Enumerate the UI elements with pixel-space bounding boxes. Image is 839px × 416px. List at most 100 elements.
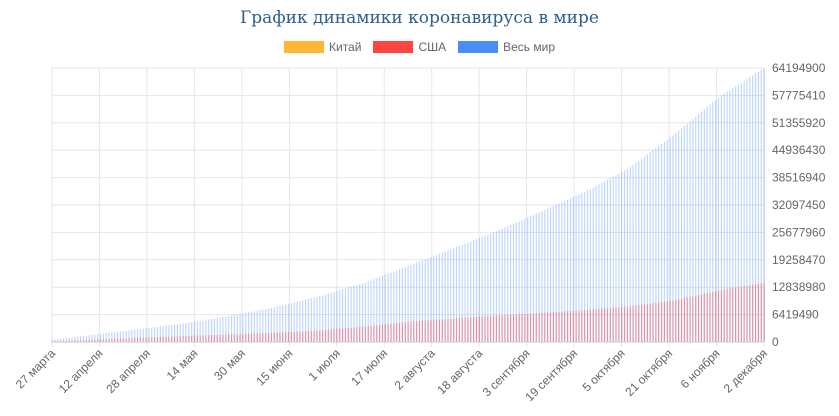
bar-usa bbox=[285, 332, 287, 342]
bar-usa bbox=[85, 340, 87, 342]
bar-usa bbox=[555, 311, 557, 342]
bar-world bbox=[171, 324, 173, 342]
bar-usa bbox=[421, 320, 423, 342]
bar-world bbox=[185, 323, 187, 342]
bar-world bbox=[108, 332, 110, 342]
bar-usa bbox=[604, 308, 606, 342]
bar-world bbox=[441, 252, 443, 342]
bar-world bbox=[111, 332, 113, 342]
bar-world bbox=[723, 93, 725, 342]
bar-usa bbox=[752, 284, 754, 342]
bar-world bbox=[202, 320, 204, 342]
bar-usa bbox=[518, 314, 520, 342]
bar-usa bbox=[453, 318, 455, 342]
bar-world bbox=[282, 305, 284, 342]
bar-world bbox=[376, 278, 378, 342]
bar-world bbox=[233, 315, 235, 342]
bar-usa bbox=[700, 294, 703, 342]
bar-usa bbox=[99, 339, 102, 342]
legend-item-china[interactable]: Китай bbox=[284, 40, 361, 54]
y-tick-label: 38516940 bbox=[772, 171, 826, 185]
bar-usa bbox=[290, 331, 292, 342]
bar-world bbox=[669, 137, 671, 342]
bar-world bbox=[649, 152, 651, 342]
bar-usa bbox=[655, 302, 657, 342]
legend-item-usa[interactable]: США bbox=[373, 40, 446, 54]
bar-usa bbox=[484, 316, 486, 342]
bar-usa bbox=[270, 332, 272, 342]
bar-usa bbox=[615, 307, 617, 342]
bar-world bbox=[535, 213, 537, 342]
bar-usa bbox=[82, 340, 85, 342]
bar-world bbox=[481, 236, 483, 342]
bar-world bbox=[168, 325, 170, 342]
bar-usa bbox=[296, 331, 298, 342]
bar-world bbox=[344, 288, 347, 342]
bar-world bbox=[165, 325, 167, 342]
bar-world bbox=[515, 222, 517, 342]
bar-world bbox=[510, 225, 512, 342]
bar-usa bbox=[136, 337, 139, 342]
bar-world bbox=[134, 329, 136, 342]
bar-world bbox=[239, 314, 241, 342]
bar-usa bbox=[566, 311, 569, 342]
bar-usa bbox=[230, 334, 233, 342]
bar-usa bbox=[302, 331, 304, 342]
bar-usa bbox=[501, 315, 503, 342]
bar-world bbox=[524, 218, 526, 342]
bar-world bbox=[188, 322, 190, 342]
bar-world bbox=[558, 203, 560, 342]
bar-world bbox=[433, 255, 435, 342]
bar-usa bbox=[262, 333, 264, 342]
x-tick-label: 28 апреля bbox=[103, 346, 153, 396]
bar-world bbox=[726, 91, 728, 342]
bar-usa bbox=[444, 319, 446, 342]
bar-usa bbox=[267, 332, 270, 342]
bar-usa bbox=[430, 320, 432, 342]
bar-world bbox=[572, 197, 574, 342]
bar-usa bbox=[182, 336, 184, 342]
x-tick-label: 15 июня bbox=[253, 346, 295, 388]
bar-usa bbox=[658, 302, 660, 342]
bar-world bbox=[416, 262, 418, 342]
bar-usa bbox=[692, 296, 694, 342]
bar-world bbox=[598, 184, 600, 342]
bar-world bbox=[384, 274, 386, 342]
x-tick-label: 2 августа bbox=[392, 346, 438, 392]
bar-usa bbox=[279, 332, 281, 342]
bar-world bbox=[313, 297, 315, 342]
bar-usa bbox=[589, 309, 591, 342]
bar-usa bbox=[638, 305, 640, 342]
bar-world bbox=[270, 308, 272, 342]
bar-usa bbox=[763, 282, 765, 342]
bar-usa bbox=[464, 317, 466, 342]
bar-world bbox=[683, 125, 685, 343]
bar-usa bbox=[171, 336, 173, 342]
x-tick-label: 12 апреля bbox=[56, 346, 106, 396]
bar-world bbox=[148, 327, 150, 342]
bar-usa bbox=[339, 328, 341, 342]
bar-usa bbox=[248, 333, 250, 342]
bar-world bbox=[122, 330, 124, 342]
bar-world bbox=[299, 301, 301, 342]
bar-world bbox=[709, 104, 711, 342]
bar-usa bbox=[598, 308, 600, 342]
legend-item-world[interactable]: Весь мир bbox=[458, 40, 555, 54]
bar-usa bbox=[706, 293, 708, 342]
bar-world bbox=[455, 246, 458, 342]
bar-usa bbox=[743, 286, 745, 342]
bar-world bbox=[213, 318, 216, 342]
bar-usa bbox=[131, 338, 133, 342]
y-tick-label: 19258470 bbox=[772, 253, 826, 267]
bar-usa bbox=[404, 322, 406, 342]
bar-world bbox=[478, 238, 480, 342]
bar-usa bbox=[754, 284, 757, 342]
bar-world bbox=[236, 314, 238, 342]
y-tick-label: 64194900 bbox=[772, 61, 826, 75]
bar-usa bbox=[735, 287, 737, 342]
bar-world bbox=[327, 293, 329, 342]
bar-world bbox=[680, 128, 683, 342]
bar-world bbox=[715, 99, 717, 342]
bar-usa bbox=[293, 331, 295, 342]
bar-world bbox=[729, 89, 731, 342]
